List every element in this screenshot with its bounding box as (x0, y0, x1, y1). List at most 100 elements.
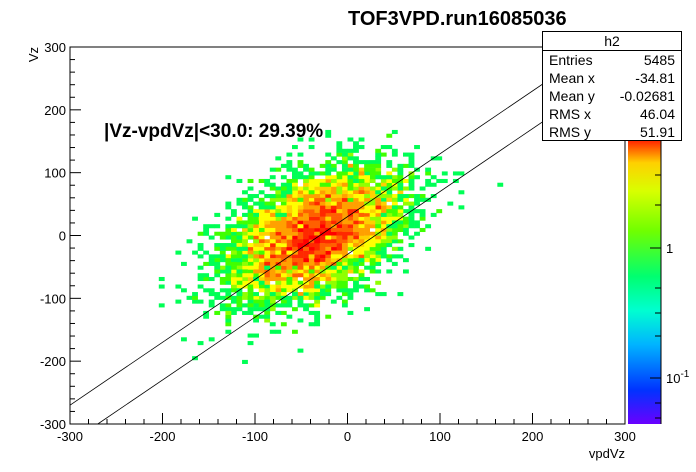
heatmap-cell (314, 303, 321, 308)
heatmap-cell (325, 182, 332, 187)
heatmap-cell (397, 224, 404, 229)
heatmap-cell (364, 284, 370, 289)
heatmap-cell (197, 265, 204, 270)
heatmap-cell (386, 269, 393, 274)
heatmap-cell (219, 250, 226, 255)
heatmap-cell (208, 288, 215, 293)
heatmap-cell (192, 295, 198, 300)
heatmap-cell (286, 167, 293, 172)
heatmap-cell (292, 190, 298, 195)
heatmap-cell (403, 231, 409, 236)
heatmap-cell (314, 227, 321, 233)
heatmap-cell (319, 288, 326, 293)
heatmap-cell (247, 261, 254, 266)
heatmap-cell (292, 205, 298, 210)
heatmap-cell (347, 137, 354, 142)
heatmap-cell (375, 175, 382, 180)
heatmap-cell (386, 209, 393, 214)
heatmap-cell (286, 160, 293, 165)
heatmap-cell (341, 209, 348, 214)
heatmap-cell (336, 197, 343, 202)
heatmap-cell (225, 303, 232, 308)
heatmap-cell (225, 261, 232, 266)
heatmap-cell (319, 246, 326, 251)
heatmap-cell (341, 186, 348, 191)
heatmap-cell (247, 341, 254, 346)
heatmap-cell (364, 250, 370, 255)
heatmap-cell (325, 129, 332, 135)
heatmap-cell (236, 299, 243, 304)
heatmap-cell (391, 197, 398, 202)
stats-label: RMS y (549, 124, 591, 140)
heatmap-cell (403, 216, 409, 221)
heatmap-cell (375, 212, 382, 217)
heatmap-cell (319, 194, 326, 199)
heatmap-cell (258, 224, 265, 229)
heatmap-cell (253, 209, 259, 214)
heatmap-cell (397, 239, 404, 244)
heatmap-cell (330, 235, 337, 240)
heatmap-cell (292, 276, 298, 282)
heatmap-cell (375, 163, 382, 168)
heatmap-cell (158, 303, 165, 308)
heatmap-cell (286, 190, 293, 195)
heatmap-cell (358, 171, 365, 176)
heatmap-cell (341, 201, 348, 206)
heatmap-cell (264, 227, 271, 233)
heatmap-cell (192, 216, 198, 221)
heatmap-cell (275, 216, 282, 221)
heatmap-cell (380, 212, 387, 217)
heatmap-cell (353, 288, 359, 293)
heatmap-cell (303, 182, 309, 187)
heatmap-cell (186, 295, 193, 300)
colorbar-label-0p1: 10-1 (666, 369, 690, 386)
heatmap-cell (236, 303, 243, 308)
heatmap-cell (330, 231, 337, 236)
heatmap-cell (275, 280, 282, 285)
heatmap-cell (280, 250, 287, 255)
heatmap-cell (336, 141, 343, 146)
heatmap-cell (225, 258, 232, 263)
heatmap-cell (208, 254, 215, 259)
heatmap-cell (414, 145, 420, 150)
heatmap-cell (347, 231, 354, 236)
heatmap-cell (308, 273, 315, 278)
heatmap-cell (280, 197, 287, 202)
heatmap-cell (336, 205, 343, 210)
heatmap-cell (375, 209, 382, 214)
heatmap-cell (286, 186, 293, 191)
heatmap-cell (269, 261, 276, 266)
heatmap-cell (425, 224, 432, 229)
heatmap-cell (242, 273, 248, 278)
heatmap-cell (253, 265, 259, 270)
heatmap-cell (308, 167, 315, 172)
stats-value: 51.91 (639, 124, 675, 140)
heatmap-cell (341, 220, 348, 225)
heatmap-cell (380, 250, 387, 255)
heatmap-cell (358, 175, 365, 180)
heatmap-cell (386, 171, 393, 176)
heatmap-cell (386, 212, 393, 217)
heatmap-cell (236, 273, 243, 278)
heatmap-cell (297, 201, 304, 206)
heatmap-cell (247, 299, 254, 304)
heatmap-cell (353, 239, 359, 244)
heatmap-cell (358, 160, 365, 165)
heatmap-cell (219, 265, 226, 270)
heatmap-cell (419, 209, 426, 214)
heatmap-cell (280, 201, 287, 206)
heatmap-cell (292, 186, 298, 191)
heatmap-cell (314, 258, 321, 263)
heatmap-cell (369, 239, 376, 244)
heatmap-cell (391, 212, 398, 217)
heatmap-cell (386, 231, 393, 236)
heatmap-cell (397, 212, 404, 217)
heatmap-cell (236, 201, 243, 206)
heatmap-cell (280, 175, 287, 180)
heatmap-cell (336, 201, 343, 206)
heatmap-cell (264, 209, 271, 214)
heatmap-cell (414, 224, 420, 229)
heatmap-cell (369, 224, 376, 229)
heatmap-cell (325, 220, 332, 225)
heatmap-cell (347, 224, 354, 229)
